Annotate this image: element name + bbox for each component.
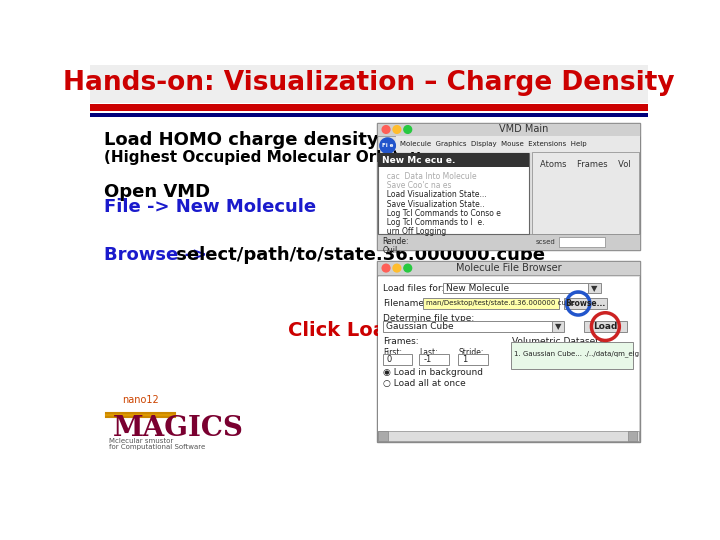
Bar xyxy=(378,431,639,441)
Text: cac  Data Into Molecule: cac Data Into Molecule xyxy=(382,172,477,181)
Text: Mclecular smustor: Mclecular smustor xyxy=(109,437,174,443)
Bar xyxy=(564,298,607,309)
Circle shape xyxy=(382,126,390,133)
Text: Molecule File Browser: Molecule File Browser xyxy=(456,263,562,273)
Circle shape xyxy=(404,126,412,133)
Bar xyxy=(383,321,557,332)
Bar xyxy=(90,65,648,103)
Bar xyxy=(378,153,529,234)
Bar xyxy=(559,237,606,247)
Text: Save Coo'c na es: Save Coo'c na es xyxy=(382,181,451,190)
Bar xyxy=(552,321,564,332)
Bar xyxy=(628,431,637,441)
Text: ○ Load all at once: ○ Load all at once xyxy=(383,379,466,388)
Text: Filename:: Filename: xyxy=(383,299,427,308)
Text: Frames:: Frames: xyxy=(383,338,418,347)
Bar xyxy=(585,321,627,332)
Text: Click Load: Click Load xyxy=(287,321,400,340)
Text: Browse...: Browse... xyxy=(565,299,606,308)
Bar xyxy=(377,261,640,442)
Text: Quil: Quil xyxy=(382,246,397,255)
Text: (Highest Occupied Molecular Orbital): (Highest Occupied Molecular Orbital) xyxy=(104,150,422,165)
Text: select/path/to/state.36.000000.cube: select/path/to/state.36.000000.cube xyxy=(170,246,545,264)
Bar xyxy=(377,123,640,137)
Bar xyxy=(377,123,640,249)
Bar xyxy=(378,431,387,441)
Circle shape xyxy=(404,264,412,272)
Text: man/Desktop/test/state.d.36.000000 cube: man/Desktop/test/state.d.36.000000 cube xyxy=(426,300,575,307)
Text: MAGICS: MAGICS xyxy=(113,415,244,442)
Text: for Computational Software: for Computational Software xyxy=(109,444,206,450)
Text: New Mc ecu e.: New Mc ecu e. xyxy=(382,156,456,165)
Bar xyxy=(419,354,449,365)
Circle shape xyxy=(380,138,395,153)
Text: Atoms    Frames    Vol: Atoms Frames Vol xyxy=(539,160,630,170)
Bar xyxy=(532,152,639,234)
Circle shape xyxy=(382,264,390,272)
Bar xyxy=(588,283,600,294)
Text: File -> New Molecule: File -> New Molecule xyxy=(104,198,316,216)
Text: Load HOMO charge density: Load HOMO charge density xyxy=(104,131,379,149)
Bar xyxy=(90,111,648,113)
Bar xyxy=(377,261,640,275)
Text: ▼: ▼ xyxy=(555,322,562,331)
Text: Load files for:: Load files for: xyxy=(383,284,444,293)
Text: VMD Main: VMD Main xyxy=(499,125,549,134)
Text: Last:: Last: xyxy=(419,348,438,357)
Text: New Molecule: New Molecule xyxy=(446,284,510,293)
Text: 0: 0 xyxy=(387,355,392,364)
Text: Browse ->: Browse -> xyxy=(104,246,207,264)
Text: Stride:: Stride: xyxy=(458,348,484,357)
Bar xyxy=(378,153,529,167)
Bar xyxy=(90,104,648,111)
Text: Open VMD: Open VMD xyxy=(104,183,210,201)
Text: Gaussian Cube: Gaussian Cube xyxy=(386,322,454,331)
Text: First:: First: xyxy=(383,348,402,357)
Text: ▼: ▼ xyxy=(591,284,598,293)
Text: Log Tcl Commands to l  e.: Log Tcl Commands to l e. xyxy=(382,218,485,227)
Text: Determine file type:: Determine file type: xyxy=(383,314,474,323)
Bar xyxy=(458,354,487,365)
Text: Save Visualization State..: Save Visualization State.. xyxy=(382,200,485,208)
Text: Fi e: Fi e xyxy=(382,143,393,148)
Bar xyxy=(510,342,634,369)
Text: scsed: scsed xyxy=(536,239,555,245)
Text: 1: 1 xyxy=(462,355,467,364)
Bar xyxy=(378,276,639,441)
Text: Log Tcl Commands to Conso e: Log Tcl Commands to Conso e xyxy=(382,209,501,218)
Text: -1: -1 xyxy=(423,355,431,364)
Text: Load Visualization State...: Load Visualization State... xyxy=(382,191,487,199)
Text: Load: Load xyxy=(593,322,618,331)
Text: Volumetric Datasets: Volumetric Datasets xyxy=(513,338,604,347)
Bar xyxy=(443,283,594,294)
Bar xyxy=(383,354,413,365)
Bar xyxy=(90,113,648,117)
Circle shape xyxy=(393,264,401,272)
Bar xyxy=(396,137,640,152)
Bar xyxy=(377,234,640,249)
Text: ◉ Load in background: ◉ Load in background xyxy=(383,368,483,377)
Text: nano12: nano12 xyxy=(122,395,158,405)
Text: Rende:: Rende: xyxy=(382,237,409,246)
Text: Hands-on: Visualization – Charge Density: Hands-on: Visualization – Charge Density xyxy=(63,70,675,96)
Circle shape xyxy=(393,126,401,133)
Text: urn Off Logging: urn Off Logging xyxy=(382,227,446,237)
Text: Molecule  Graphics  Display  Mouse  Extensions  Help: Molecule Graphics Display Mouse Extensio… xyxy=(400,141,587,147)
Text: 1. Gaussian Cube... ./../data/qm_eig: 1. Gaussian Cube... ./../data/qm_eig xyxy=(514,350,639,357)
Bar xyxy=(423,298,559,309)
